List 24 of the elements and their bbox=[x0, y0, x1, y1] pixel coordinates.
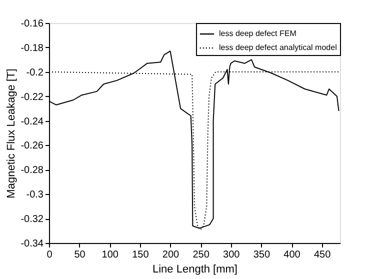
y-tick-label: -0.3 bbox=[26, 190, 44, 201]
x-axis-title: Line Length [mm] bbox=[152, 264, 238, 276]
y-tick-label: -0.16 bbox=[20, 18, 44, 30]
legend-label: less deep defect FEM bbox=[219, 29, 297, 38]
y-tick-label: -0.28 bbox=[20, 165, 44, 176]
y-tick-label: -0.34 bbox=[20, 238, 44, 250]
x-tick-label: 300 bbox=[223, 250, 240, 260]
y-tick-label: -0.32 bbox=[20, 214, 44, 226]
y-axis-title: Magnetic Flux Leakage [T] bbox=[6, 68, 18, 198]
y-tick-label: -0.26 bbox=[20, 140, 44, 152]
x-tick-label: 200 bbox=[162, 250, 180, 260]
x-tick-label: 50 bbox=[74, 250, 86, 260]
y-tick-label: -0.24 bbox=[20, 116, 44, 128]
x-tick-label: 250 bbox=[192, 250, 210, 260]
x-tick-label: 150 bbox=[132, 250, 150, 260]
x-tick-label: 350 bbox=[253, 250, 270, 260]
y-tick-label: -0.18 bbox=[20, 42, 44, 54]
x-tick-label: 450 bbox=[314, 250, 332, 260]
x-tick-label: 400 bbox=[284, 250, 301, 260]
x-tick-label: 100 bbox=[102, 250, 119, 260]
y-tick-label: -0.2 bbox=[26, 67, 44, 78]
legend-label: less deep defect analytical model bbox=[219, 43, 338, 52]
x-tick-label: 0 bbox=[46, 250, 53, 260]
y-tick-label: -0.22 bbox=[20, 92, 44, 103]
